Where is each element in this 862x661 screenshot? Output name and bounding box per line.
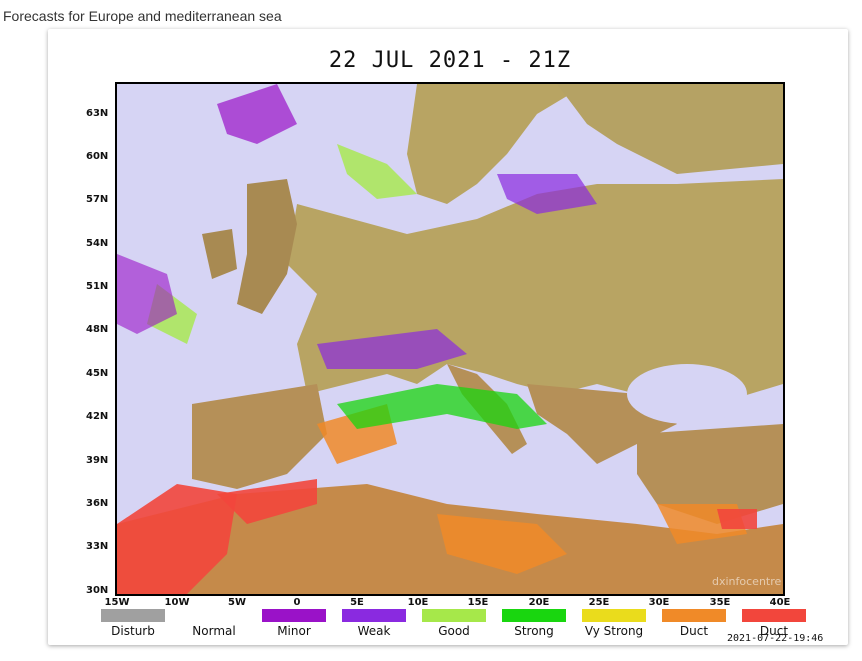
legend-item: Good [419, 609, 489, 638]
legend-item: Minor [259, 609, 329, 638]
legend-swatch [342, 609, 406, 622]
duct-zone-cyprus [717, 509, 757, 529]
weak-band-alps [317, 329, 467, 369]
legend-swatch [582, 609, 646, 622]
legend-swatch [101, 609, 165, 622]
lon-label: 20E [528, 597, 550, 608]
scandinavia-landmass [407, 84, 587, 204]
lon-label: 5E [350, 597, 364, 608]
strong-band-mediterranean [337, 384, 547, 429]
good-band-northsea [337, 144, 417, 199]
weak-band-baltic [497, 174, 597, 214]
page-title: Forecasts for Europe and mediterranean s… [3, 8, 282, 24]
duct-zone-atlantic [117, 484, 237, 594]
lat-label: 48N [86, 324, 109, 335]
lon-label: 25E [588, 597, 610, 608]
ireland-landmass [202, 229, 237, 279]
lat-label: 54N [86, 238, 109, 249]
black-sea [627, 364, 747, 424]
legend-swatch [262, 609, 326, 622]
lon-label: 15E [467, 597, 489, 608]
lon-label: 35E [709, 597, 731, 608]
legend-label: Duct [679, 624, 709, 638]
legend-item: Weak [339, 609, 409, 638]
legend-item: Duct [739, 609, 809, 638]
lon-label: 15W [104, 597, 130, 608]
legend-item: Vy Strong [579, 609, 649, 638]
lon-label: 30E [648, 597, 670, 608]
minor-band-north [217, 84, 297, 144]
minor-band-atlantic [117, 254, 177, 334]
lon-label: 5W [228, 597, 246, 608]
lat-label: 42N [86, 411, 109, 422]
legend-item: Duct [659, 609, 729, 638]
lat-label: 36N [86, 498, 109, 509]
lat-label: 30N [86, 585, 109, 596]
lat-label: 60N [86, 151, 109, 162]
legend-label: Duct [759, 624, 789, 638]
map-title: 22 JUL 2021 - 21Z [328, 48, 572, 73]
legend-label: Vy Strong [584, 624, 644, 638]
lat-label: 51N [86, 281, 109, 292]
legend-label: Disturb [111, 624, 155, 638]
watermark: dxinfocentre [712, 575, 782, 588]
legend-swatch [742, 609, 806, 622]
lon-label: 0 [293, 597, 301, 608]
lon-label: 10E [407, 597, 429, 608]
lat-label: 39N [86, 455, 109, 466]
legend-label: Normal [192, 624, 236, 638]
legend-item: Strong [499, 609, 569, 638]
lat-label: 63N [86, 108, 109, 119]
legend-item: Disturb [98, 609, 168, 638]
iberia-landmass [192, 384, 327, 489]
legend-label: Weak [357, 624, 391, 638]
legend-label: Good [438, 624, 470, 638]
lat-label: 45N [86, 368, 109, 379]
lat-label: 57N [86, 194, 109, 205]
lat-label: 33N [86, 541, 109, 552]
lon-label: 40E [769, 597, 791, 608]
legend-label: Minor [277, 624, 311, 638]
legend-swatch [662, 609, 726, 622]
legend-swatch [422, 609, 486, 622]
legend-swatch [182, 609, 246, 622]
great-britain-landmass [237, 179, 297, 314]
propagation-map [115, 82, 785, 596]
map-canvas [117, 84, 783, 594]
turkey-landmass [637, 424, 783, 524]
timestamp: 2021-07-22-19:46 [727, 633, 824, 644]
duct-zone-libya [437, 514, 567, 574]
finland-landmass [557, 84, 783, 174]
legend-item: Normal [179, 609, 249, 638]
duct-zone-alboran [217, 479, 317, 524]
legend-swatch [502, 609, 566, 622]
legend-label: Strong [514, 624, 554, 638]
lon-label: 10W [164, 597, 190, 608]
